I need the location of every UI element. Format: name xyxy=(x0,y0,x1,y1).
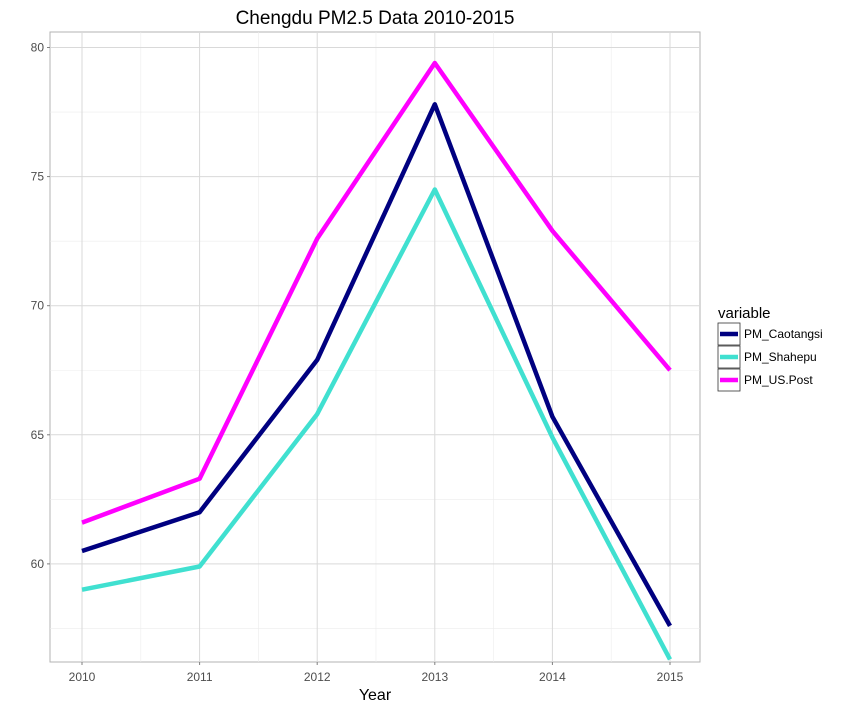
x-tick-label: 2013 xyxy=(421,670,448,684)
x-tick-label: 2015 xyxy=(657,670,684,684)
plot-panel xyxy=(49,31,701,663)
legend-label: PM_US.Post xyxy=(744,373,813,387)
x-axis-title: Year xyxy=(359,687,392,704)
y-tick-label: 65 xyxy=(31,428,45,442)
series-line-pm-shahepu xyxy=(81,187,672,661)
x-tick-label: 2014 xyxy=(539,670,566,684)
x-tick-label: 2010 xyxy=(69,670,96,684)
x-axis-ticks: 2010 2011 2012 2013 2014 2015 xyxy=(69,662,684,684)
minor-gridlines xyxy=(50,32,700,662)
y-tick-label: 80 xyxy=(31,40,45,54)
legend: variable PM_Caotangsi PM_Shahepu PM_US.Pos… xyxy=(717,305,823,392)
series-lines xyxy=(81,60,672,661)
y-axis-ticks: 60 65 70 75 80 xyxy=(31,40,50,571)
legend-label: PM_Caotangsi xyxy=(744,327,823,341)
y-tick-label: 75 xyxy=(31,170,45,184)
y-tick-label: 60 xyxy=(31,557,45,571)
legend-title: variable xyxy=(718,305,771,322)
y-tick-label: 70 xyxy=(31,299,45,313)
series-line-pm-us-post xyxy=(81,60,672,525)
chart-title: Chengdu PM2.5 Data 2010-2015 xyxy=(236,8,515,29)
series-line-pm-caotangsi xyxy=(81,102,672,628)
x-tick-label: 2011 xyxy=(187,670,213,684)
x-tick-label: 2012 xyxy=(304,670,331,684)
legend-label: PM_Shahepu xyxy=(744,350,817,364)
